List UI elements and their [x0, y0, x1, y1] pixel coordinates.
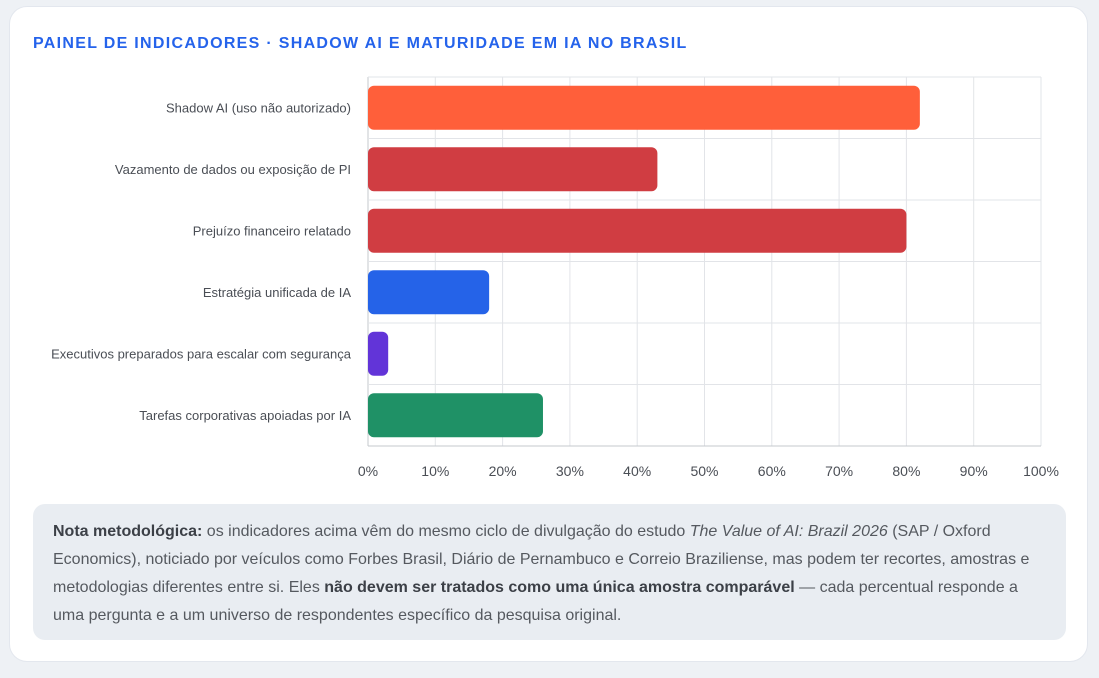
- bar[interactable]: [368, 208, 907, 253]
- category-label: Executivos preparados para escalar com s…: [51, 346, 352, 361]
- x-tick-label: 30%: [556, 463, 584, 479]
- chart-bars: [368, 85, 920, 438]
- category-label: Tarefas corporativas apoiadas por IA: [139, 408, 351, 423]
- x-tick-label: 60%: [758, 463, 786, 479]
- note-text-2: (SAP / Oxford Economics), noticiado por …: [53, 523, 1030, 596]
- chart-grid: [367, 76, 1042, 447]
- bar[interactable]: [368, 393, 543, 438]
- methodology-note: Nota metodológica: os indicadores acima …: [33, 504, 1066, 640]
- note-emphasis: não devem ser tratados como uma única am…: [324, 579, 795, 596]
- x-tick-label: 90%: [960, 463, 988, 479]
- category-label: Estratégia unificada de IA: [203, 285, 351, 300]
- x-tick-label: 100%: [1023, 463, 1059, 479]
- x-tick-label: 70%: [825, 463, 853, 479]
- bar[interactable]: [368, 270, 490, 315]
- category-label: Vazamento de dados ou exposição de PI: [115, 162, 351, 177]
- note-text-3: — cada percentual responde a uma pergunt…: [53, 579, 1018, 624]
- note-study-title: The Value of AI: Brazil 2026: [689, 523, 888, 540]
- x-tick-label: 0%: [358, 463, 378, 479]
- x-tick-label: 20%: [489, 463, 517, 479]
- x-tick-label: 40%: [623, 463, 651, 479]
- bar[interactable]: [368, 331, 389, 376]
- chart-title: PAINEL DE INDICADORES · SHADOW AI E MATU…: [33, 35, 688, 52]
- bar[interactable]: [368, 147, 658, 192]
- x-tick-label: 50%: [690, 463, 718, 479]
- category-labels: Shadow AI (uso não autorizado) Vazamento …: [51, 100, 352, 423]
- x-tick-label: 10%: [421, 463, 449, 479]
- bar[interactable]: [368, 85, 920, 130]
- x-axis-ticks: 0% 10% 20% 30% 40% 50% 60% 70% 80% 90% 100%: [358, 463, 1059, 479]
- dashboard-card: PAINEL DE INDICADORES · SHADOW AI E MATU…: [9, 6, 1088, 662]
- category-label: Prejuízo financeiro relatado: [193, 223, 351, 238]
- category-label: Shadow AI (uso não autorizado): [166, 100, 351, 115]
- note-label: Nota metodológica:: [53, 523, 203, 540]
- bar-chart: Shadow AI (uso não autorizado) Vazamento …: [51, 76, 1059, 479]
- note-text-1: os indicadores acima vêm do mesmo ciclo …: [202, 523, 690, 540]
- x-tick-label: 80%: [892, 463, 920, 479]
